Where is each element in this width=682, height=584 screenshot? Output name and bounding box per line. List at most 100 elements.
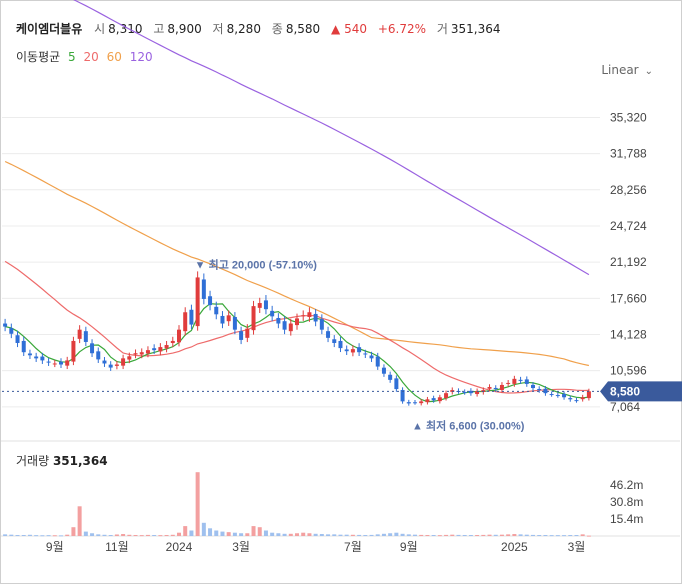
low-value: 8,280 [226, 22, 261, 36]
volume-bar [493, 534, 498, 536]
candle-body [512, 378, 517, 384]
x-tick-label: 9월 [46, 540, 64, 554]
volume-bar [226, 532, 231, 536]
volume-bar [83, 531, 88, 536]
current-price-badge [600, 381, 682, 402]
candle-body [363, 353, 368, 355]
candle-body [357, 347, 362, 353]
volume-bar [282, 533, 287, 536]
candle-body [59, 361, 63, 365]
candle-body [288, 323, 293, 332]
volume-bar [468, 535, 473, 537]
y-tick-label: 35,320 [610, 110, 647, 124]
ma-120: 120 [129, 50, 153, 64]
candle-body [555, 395, 560, 397]
volume-bar [537, 535, 542, 537]
scale-selector[interactable]: Linear ⌄ [601, 63, 653, 77]
candle-body [574, 400, 579, 402]
candle-body [531, 384, 535, 389]
candle-body [139, 352, 144, 355]
moving-average-legend[interactable]: 이동평균 5 20 60 120 [16, 48, 157, 65]
volume-bar [444, 534, 449, 536]
candle-body [487, 387, 492, 389]
candle-body [332, 339, 337, 343]
volume-bar [543, 535, 548, 537]
volume-bar [400, 533, 405, 536]
candle-body [164, 345, 169, 349]
candle-body [40, 356, 45, 361]
volume-bar [288, 533, 293, 536]
candle-body [282, 321, 287, 330]
candle-body [326, 331, 331, 338]
candle-body [369, 355, 374, 359]
price-annotation: ▲ 최저 6,600 (30.00%) [412, 419, 525, 433]
volume-bar [586, 535, 591, 537]
volume-bar [437, 535, 442, 537]
volume-bar [77, 506, 82, 536]
volume-bar [307, 533, 312, 536]
y-tick-label: 17,660 [610, 291, 647, 305]
volume-bar [462, 535, 467, 537]
candle-body [295, 318, 299, 326]
candle-body [518, 379, 523, 381]
volume-bar [164, 535, 169, 537]
candle-body [313, 313, 318, 322]
volume-bar [456, 534, 461, 536]
volume-bar [301, 532, 306, 536]
x-tick-label: 11월 [105, 540, 129, 554]
candle-body [301, 315, 306, 317]
candle-body [34, 356, 39, 359]
y-tick-label: 10,596 [610, 364, 647, 378]
volume-bar [15, 535, 20, 537]
x-tick-label: 2024 [166, 540, 193, 554]
volume-bar [562, 535, 567, 537]
volume-bar [313, 533, 318, 536]
candle-body [177, 329, 181, 343]
change-percent: +6.72% [377, 22, 426, 36]
candle-body [431, 398, 436, 401]
candle-body [15, 335, 20, 343]
x-tick-label: 2025 [501, 540, 528, 554]
volume-bar [413, 534, 417, 536]
volume-bar [90, 533, 95, 536]
candle-body [319, 319, 324, 330]
volume-bar [139, 535, 144, 537]
ma-60-line [4, 160, 590, 367]
candle-body [90, 343, 95, 354]
candle-body [549, 394, 554, 396]
volume-bar [158, 535, 163, 537]
candle-body [263, 300, 268, 310]
volume-bar [369, 534, 374, 536]
x-tick-label: 7월 [344, 540, 362, 554]
candle-body [381, 367, 386, 374]
volume-panel-label: 거래량 351,364 [16, 452, 108, 469]
volume-bar [65, 534, 70, 536]
candle-body [543, 388, 548, 394]
volume-bar [9, 534, 14, 536]
volume-value: 351,364 [450, 22, 501, 36]
candle-body [270, 310, 275, 317]
volume-tick-label: 30.8m [610, 495, 643, 509]
candle-body [568, 398, 573, 400]
candle-body [158, 347, 163, 352]
candle-body [425, 399, 430, 403]
candle-body [468, 390, 473, 394]
volume-bar [251, 526, 256, 536]
stock-name: 케이엠더블유 [16, 22, 83, 36]
candle-body [499, 384, 504, 390]
candle-body [214, 306, 219, 315]
volume-panel-value: 351,364 [52, 454, 108, 468]
volume-bar [344, 534, 349, 536]
volume-bar [208, 528, 213, 536]
volume-bar [133, 535, 138, 537]
y-tick-label: 7,064 [610, 400, 640, 414]
candle-body [524, 379, 529, 384]
candle-body [413, 402, 417, 404]
candle-body [121, 358, 126, 366]
candle-body [506, 382, 511, 384]
volume-bar [350, 534, 355, 536]
candle-body [46, 361, 51, 363]
volume-bar [425, 535, 430, 537]
